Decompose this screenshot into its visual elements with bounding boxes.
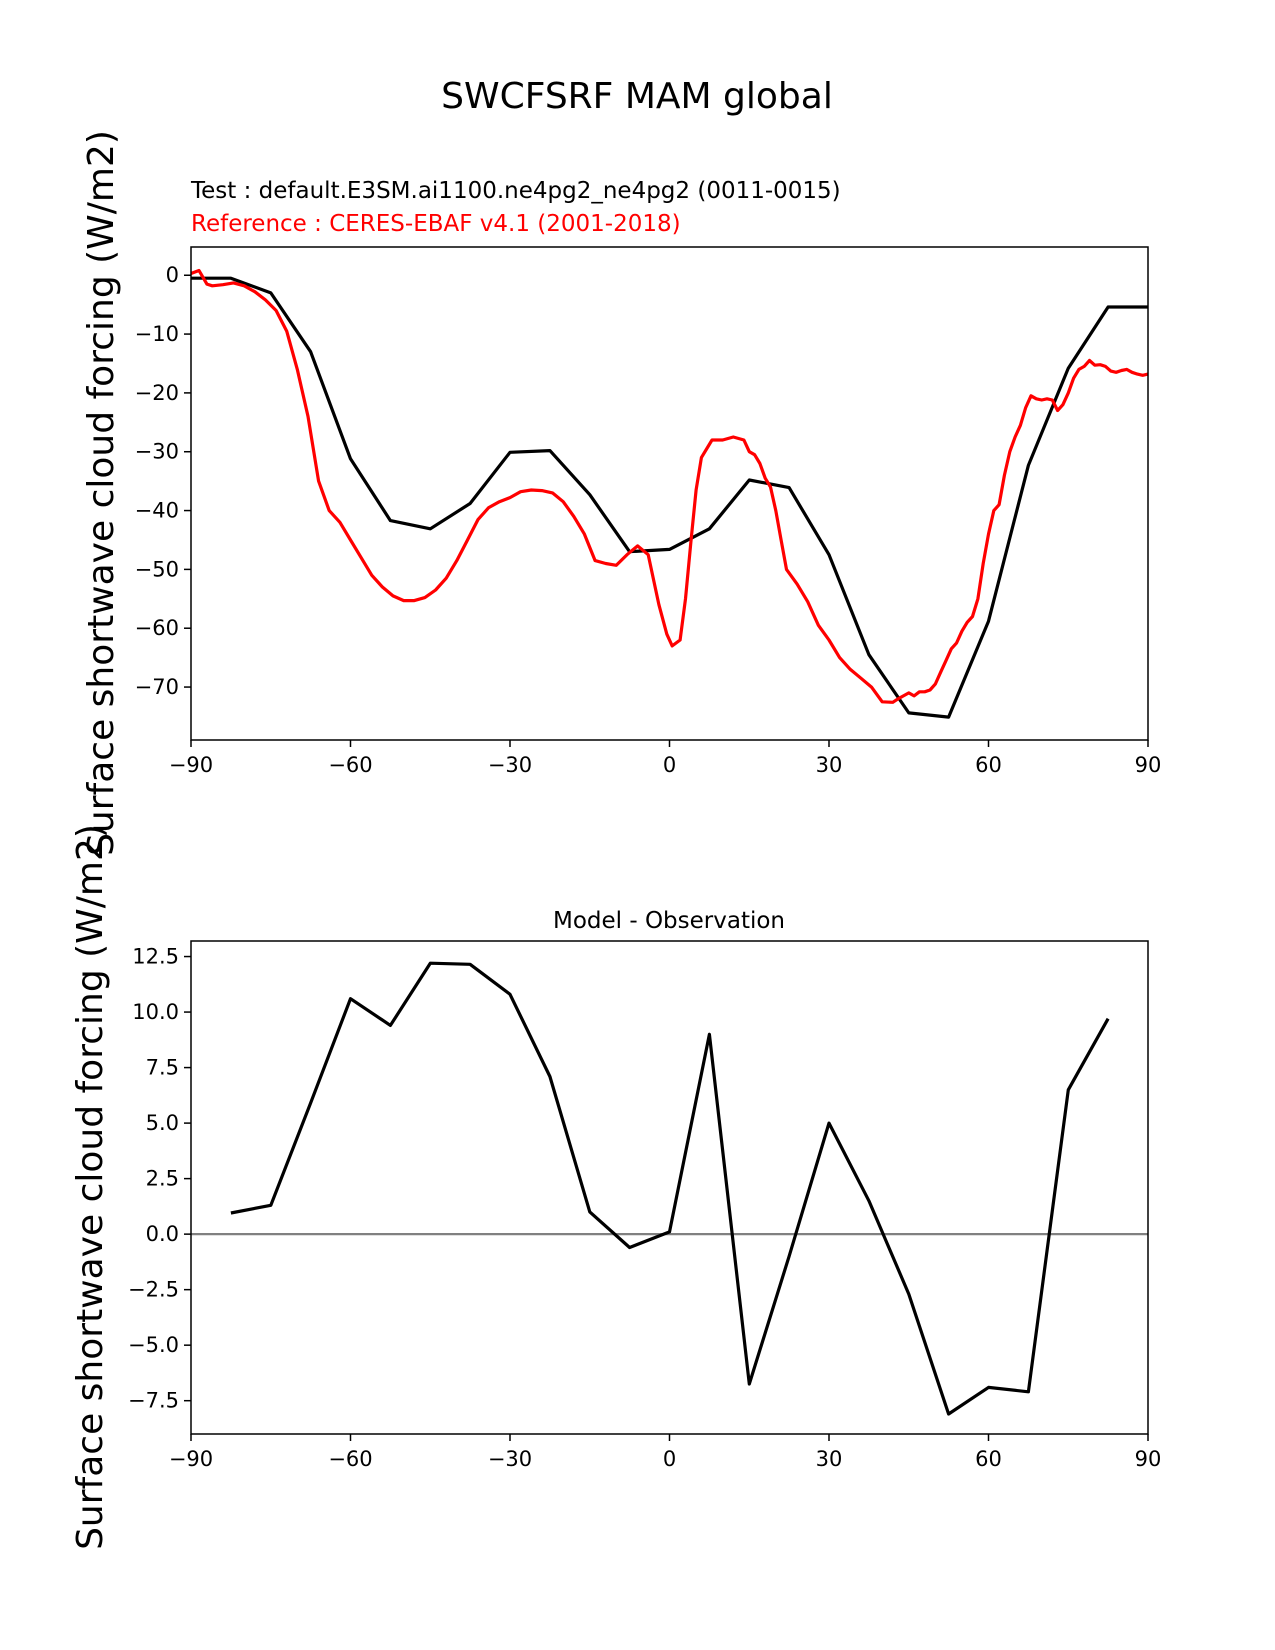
- top-x-tick-label: 90: [1135, 753, 1162, 777]
- top-y-tick-label: −20: [135, 381, 179, 405]
- bottom-y-tick-label: −2.5: [128, 1278, 179, 1302]
- top-x-ticks: −90 −60 −30 0 30 60 90: [169, 740, 1162, 777]
- top-y-tick-label: −30: [135, 440, 179, 464]
- bottom-x-tick-label: −30: [488, 1447, 532, 1471]
- bottom-y-tick-label: 0.0: [146, 1222, 179, 1246]
- test-label: Test : default.E3SM.ai1100.ne4pg2_ne4pg2…: [190, 178, 841, 204]
- top-x-tick-label: −60: [328, 753, 372, 777]
- top-y-tick-label: −70: [135, 675, 179, 699]
- top-x-tick-label: 30: [816, 753, 843, 777]
- top-y-ticks: 0 −10 −20 −30 −40 −50 −60 −70: [135, 263, 191, 699]
- top-panel: −90 −60 −30 0 30 60 90 0−10−20−30−40−50−60−70 …: [81, 130, 1161, 856]
- bottom-x-tick-label: −60: [328, 1447, 372, 1471]
- bottom-difference-series-line: [230, 961, 1110, 1416]
- top-y-tick-label: −10: [135, 322, 179, 346]
- top-y-tick-label: −60: [135, 616, 179, 640]
- bottom-x-tick-label: 0: [663, 1447, 676, 1471]
- top-x-tick-label: 60: [975, 753, 1002, 777]
- top-y-axis-label: Surface shortwave cloud forcing (W/m2): [81, 130, 122, 856]
- bottom-series-lines: [191, 961, 1148, 1416]
- top-axes-frame: [190, 246, 1149, 741]
- top-y-tick-label: 0: [166, 263, 179, 287]
- top-y-tick-label: −50: [135, 557, 179, 581]
- bottom-y-tick-label: 5.0: [146, 1111, 179, 1135]
- top-x-tick-label: −30: [488, 753, 532, 777]
- bottom-x-tick-label: −90: [169, 1447, 213, 1471]
- bottom-axes-frame: [190, 940, 1149, 1435]
- bottom-y-tick-label: 7.5: [146, 1056, 179, 1080]
- top-test-series-line: [191, 276, 1148, 719]
- bottom-panel-title: Model - Observation: [553, 908, 785, 934]
- bottom-y-tick-label: 10.0: [132, 1000, 179, 1024]
- figure-title: SWCFSRF MAM global: [441, 76, 833, 117]
- bottom-x-tick-label: 90: [1135, 1447, 1162, 1471]
- bottom-x-tick-label: 60: [975, 1447, 1002, 1471]
- top-series-lines: [190, 268, 1149, 719]
- bottom-y-tick-label: 2.5: [146, 1167, 179, 1191]
- bottom-x-tick-label: 30: [816, 1447, 843, 1471]
- top-reference-series-line: [190, 268, 1149, 704]
- bottom-panel: Model - Observation −90 −60 −30 0 30 60 90 12.…: [70, 824, 1161, 1550]
- top-x-tick-label: −90: [169, 753, 213, 777]
- bottom-x-ticks: −90 −60 −30 0 30 60 90: [169, 1434, 1162, 1471]
- top-x-tick-label: 0: [663, 753, 676, 777]
- bottom-y-tick-label: −7.5: [128, 1389, 179, 1413]
- bottom-y-ticks: 12.5 10.0 7.5 5.0 2.5 0.0 −2.5 −5.0 −7.5: [128, 945, 191, 1413]
- reference-label: Reference : CERES-EBAF v4.1 (2001-2018): [191, 211, 681, 237]
- bottom-y-tick-label: −5.0: [128, 1333, 179, 1357]
- top-y-tick-label: −40: [135, 499, 179, 523]
- bottom-y-tick-label: 12.5: [132, 945, 179, 969]
- bottom-y-axis-label: Surface shortwave cloud forcing (W/m2): [70, 824, 111, 1550]
